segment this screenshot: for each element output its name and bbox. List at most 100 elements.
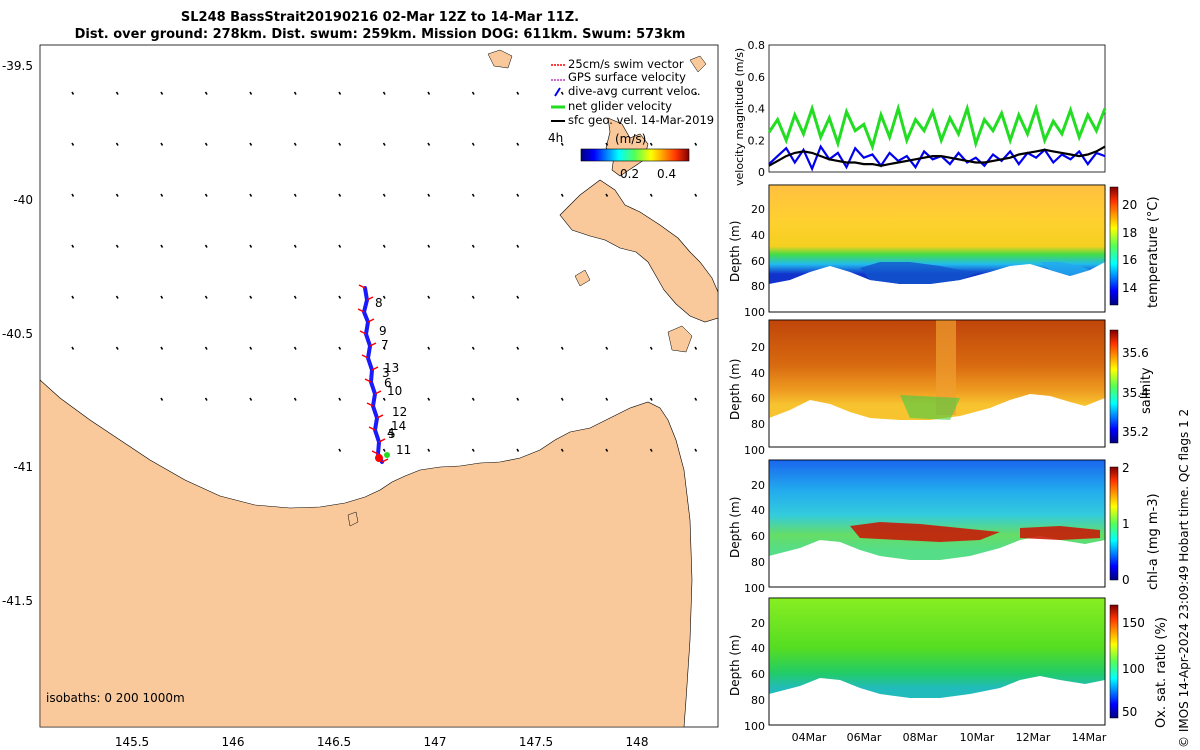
depth-tick: 80 xyxy=(751,280,765,293)
swim-vector xyxy=(376,414,384,419)
x-tick-label: 146 xyxy=(222,735,245,749)
current-vector xyxy=(293,295,297,299)
colorbar-gradient xyxy=(580,148,690,162)
current-vector xyxy=(293,346,297,350)
cbar-tick: 150 xyxy=(1122,616,1145,630)
time-tick: 06Mar xyxy=(847,731,882,744)
islet xyxy=(667,325,693,353)
current-vector xyxy=(160,142,164,146)
temperature-clabel: temperature (°C) xyxy=(1146,196,1161,308)
x-tick-label: 147 xyxy=(424,735,447,749)
velocity-series-line xyxy=(768,145,1106,167)
section-depth-ticks: 20 40 60 80 100 20 40 60 80 100 20 40 60… xyxy=(744,203,765,733)
swim-vector xyxy=(364,378,372,383)
day-label: 4 xyxy=(387,426,395,440)
map-y-axis: -39.5 -40 -40.5 -41 -41.5 xyxy=(2,59,33,608)
current-vector xyxy=(249,193,253,197)
current-vector xyxy=(649,142,653,146)
x-tick-label: 146.5 xyxy=(317,735,351,749)
ne-landmass xyxy=(559,179,718,323)
current-vector xyxy=(204,244,208,248)
cbar-tick: 2 xyxy=(1122,461,1130,475)
cbar-tick: 35.4 xyxy=(1122,386,1149,400)
current-vector xyxy=(71,244,75,248)
cbar-tick: 1 xyxy=(1122,517,1130,531)
depth-tick: 60 xyxy=(751,392,765,405)
current-vector xyxy=(427,244,431,248)
time-x-axis: 04Mar 06Mar 08Mar 10Mar 12Mar 14Mar xyxy=(792,731,1107,744)
swim-vector xyxy=(367,318,375,323)
swim-vector xyxy=(371,366,379,371)
swim-vector xyxy=(357,308,365,313)
depth-tick: 60 xyxy=(751,530,765,543)
current-vector xyxy=(293,91,297,95)
salinity-axes xyxy=(768,319,1106,448)
cbar-tick: 20 xyxy=(1122,198,1137,212)
temperature-axes xyxy=(768,184,1106,313)
current-vector xyxy=(427,346,431,350)
day-label: 8 xyxy=(375,296,383,310)
oxygen-panel xyxy=(768,597,1119,726)
current-vector xyxy=(338,448,342,452)
glider-track xyxy=(362,286,384,464)
temperature-field xyxy=(769,185,1105,284)
current-vector xyxy=(516,448,520,452)
current-vector xyxy=(694,346,698,350)
current-vector xyxy=(471,448,475,452)
velocity-y-tick: 0.4 xyxy=(748,103,766,116)
current-vector xyxy=(249,244,253,248)
islet xyxy=(689,55,707,73)
velocity-y-tick: 0.2 xyxy=(748,134,766,147)
colorbar-prefix: 4h xyxy=(548,131,563,145)
day-label: 3 xyxy=(382,366,390,380)
swim-vector xyxy=(366,402,374,407)
islet xyxy=(487,49,513,69)
flinders-island xyxy=(605,117,649,177)
oxygen-colorbar xyxy=(1109,604,1119,719)
day-label: 6 xyxy=(384,376,392,390)
current-vector xyxy=(560,193,564,197)
temperature-cold-layer xyxy=(860,262,980,284)
current-vector xyxy=(249,142,253,146)
current-vector xyxy=(516,193,520,197)
track-net-marker xyxy=(384,452,390,458)
depth-tick: 40 xyxy=(751,367,765,380)
day-label: 12 xyxy=(392,405,407,419)
current-vector xyxy=(427,91,431,95)
current-vector xyxy=(204,346,208,350)
current-vector xyxy=(605,346,609,350)
day-label: 13 xyxy=(384,361,399,375)
y-tick-label: -40.5 xyxy=(2,327,33,341)
cbar-tick: 100 xyxy=(1122,662,1145,676)
cbar-tick: 14 xyxy=(1122,281,1137,295)
depth-tick: 80 xyxy=(751,556,765,569)
depth-tick: 100 xyxy=(744,720,765,733)
current-vector xyxy=(471,397,475,401)
swim-vectors xyxy=(357,284,390,463)
depth-tick: 100 xyxy=(744,306,765,319)
salinity-clabel: salinity xyxy=(1139,367,1154,414)
legend-label: 25cm/s swim vector xyxy=(568,57,684,71)
current-vector xyxy=(338,346,342,350)
cbar-tick: 35.2 xyxy=(1122,425,1149,439)
current-vector xyxy=(115,142,119,146)
velocity-panel: 0 0.2 0.4 0.6 0.8 xyxy=(748,39,1107,179)
current-vector xyxy=(249,397,253,401)
current-vector xyxy=(649,193,653,197)
current-vector xyxy=(649,346,653,350)
current-vector xyxy=(516,142,520,146)
current-vector xyxy=(338,295,342,299)
section-colorbar-ticks: 20 18 16 14 35.6 35.4 35.2 2 1 0 150 100… xyxy=(1122,198,1149,719)
current-vector xyxy=(516,295,520,299)
current-vector xyxy=(649,91,653,95)
current-vector xyxy=(115,295,119,299)
current-vector xyxy=(160,397,164,401)
temperature-cold-layer xyxy=(1040,262,1090,276)
current-vector xyxy=(382,448,386,452)
depth-tick: 60 xyxy=(751,668,765,681)
y-tick-label: -40 xyxy=(13,193,33,207)
day-label: 5 xyxy=(388,427,396,441)
colorbar-unit: (m/s) xyxy=(615,132,646,146)
legend-label: dive-avg current veloc. xyxy=(568,84,701,98)
